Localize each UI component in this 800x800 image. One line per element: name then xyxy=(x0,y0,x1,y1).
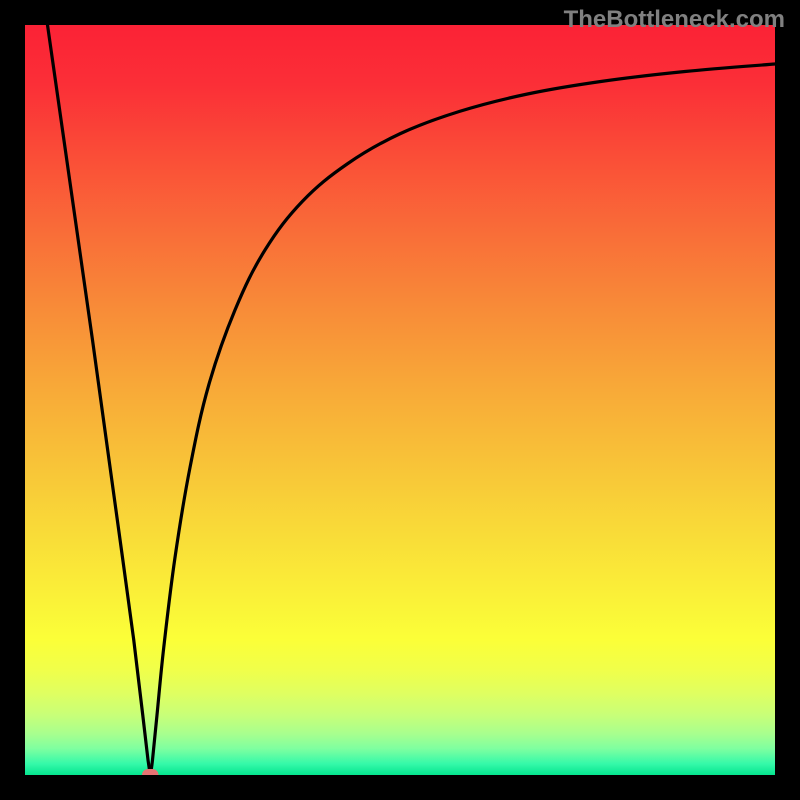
bottleneck-chart xyxy=(0,0,800,800)
watermark-text: TheBottleneck.com xyxy=(564,6,785,34)
chart-container: TheBottleneck.com xyxy=(0,0,800,800)
